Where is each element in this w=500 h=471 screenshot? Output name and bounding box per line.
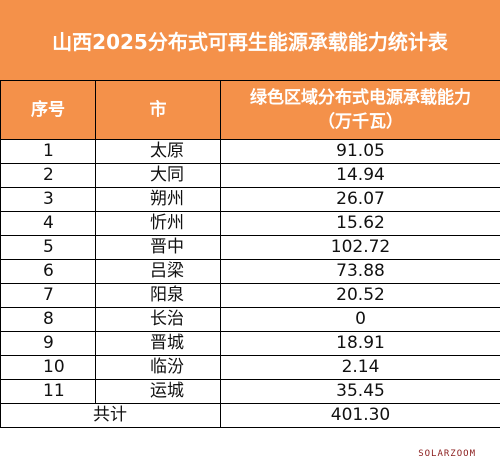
row-index: 8 <box>0 307 96 332</box>
table-row: 10 临汾 2.14 <box>0 355 500 380</box>
row-city: 吕梁 <box>95 259 221 284</box>
row-city: 晋中 <box>95 235 221 260</box>
row-index: 3 <box>0 187 96 212</box>
watermark-logo: SOLARZOOM <box>418 449 476 459</box>
table-row: 9 晋城 18.91 <box>0 331 500 356</box>
row-city: 长治 <box>95 307 221 332</box>
row-value: 15.62 <box>220 211 500 236</box>
table-row: 2 大同 14.94 <box>0 163 500 188</box>
table-row: 4 忻州 15.62 <box>0 211 500 236</box>
row-value: 18.91 <box>220 331 500 356</box>
row-index: 5 <box>0 235 96 260</box>
row-value: 26.07 <box>220 187 500 212</box>
table-row: 6 吕梁 73.88 <box>0 259 500 284</box>
row-city: 阳泉 <box>95 283 221 308</box>
table-row: 3 朔州 26.07 <box>0 187 500 212</box>
row-value: 73.88 <box>220 259 500 284</box>
row-city: 朔州 <box>95 187 221 212</box>
header-capacity-line1: 绿色区域分布式电源承载能力 <box>250 88 471 108</box>
table-row: 5 晋中 102.72 <box>0 235 500 260</box>
row-index: 2 <box>0 163 96 188</box>
row-value: 0 <box>220 307 500 332</box>
total-row: 共计 401.30 <box>0 403 500 428</box>
table-body: 1 太原 91.05 2 大同 14.94 3 朔州 26.07 4 忻州 15.62 5 晋中 102.7… <box>0 139 500 428</box>
row-index: 1 <box>0 139 96 164</box>
row-index: 4 <box>0 211 96 236</box>
capacity-table: 序号 市 绿色区域分布式电源承载能力 （万千瓦） 1 太原 91.05 2 大同 14.9… <box>0 80 500 428</box>
header-city: 市 <box>95 80 221 140</box>
row-city: 大同 <box>95 163 221 188</box>
header-capacity: 绿色区域分布式电源承载能力 （万千瓦） <box>220 80 500 140</box>
row-index: 7 <box>0 283 96 308</box>
table-title: 山西2025分布式可再生能源承载能力统计表 <box>0 0 500 81</box>
table-header-row: 序号 市 绿色区域分布式电源承载能力 （万千瓦） <box>0 80 500 140</box>
header-capacity-line2: （万千瓦） <box>318 112 403 132</box>
row-value: 102.72 <box>220 235 500 260</box>
row-value: 14.94 <box>220 163 500 188</box>
row-city: 运城 <box>95 379 221 404</box>
row-city: 忻州 <box>95 211 221 236</box>
row-index: 10 <box>0 355 96 380</box>
table-row: 11 运城 35.45 <box>0 379 500 404</box>
row-index: 9 <box>0 331 96 356</box>
row-value: 20.52 <box>220 283 500 308</box>
row-value: 91.05 <box>220 139 500 164</box>
row-value: 35.45 <box>220 379 500 404</box>
row-city: 临汾 <box>95 355 221 380</box>
row-index: 6 <box>0 259 96 284</box>
row-city: 太原 <box>95 139 221 164</box>
row-city: 晋城 <box>95 331 221 356</box>
table-row: 7 阳泉 20.52 <box>0 283 500 308</box>
header-index: 序号 <box>0 80 96 140</box>
row-index: 11 <box>0 379 96 404</box>
table-row: 1 太原 91.05 <box>0 139 500 164</box>
table-row: 8 长治 0 <box>0 307 500 332</box>
total-value: 401.30 <box>220 403 500 428</box>
total-label: 共计 <box>0 403 221 428</box>
row-value: 2.14 <box>220 355 500 380</box>
